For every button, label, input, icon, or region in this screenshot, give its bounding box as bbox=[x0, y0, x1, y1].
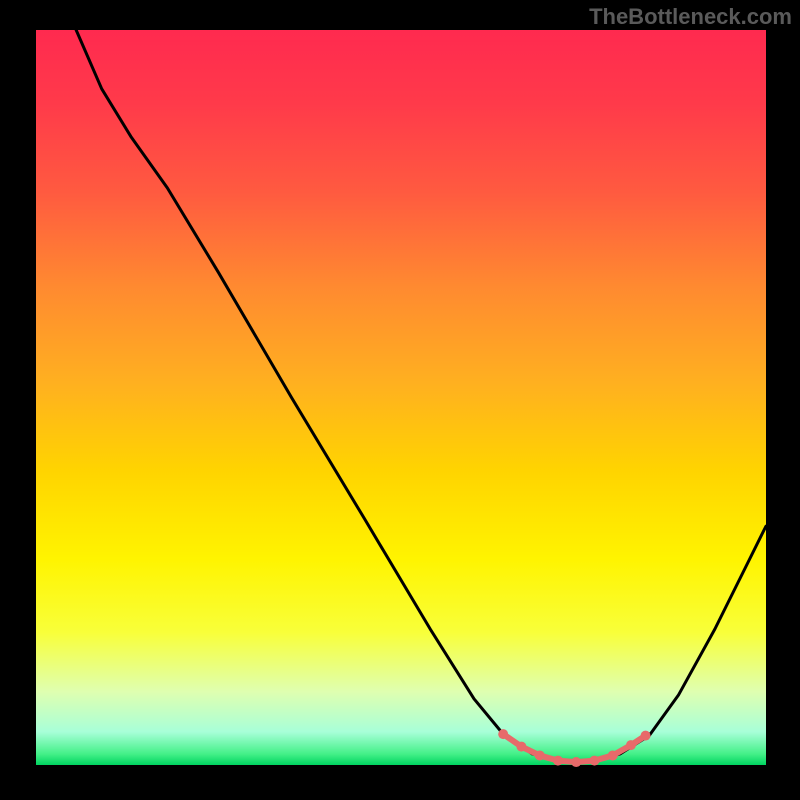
optimal-range-marker bbox=[589, 756, 599, 766]
optimal-range-marker bbox=[553, 756, 563, 766]
optimal-range-marker bbox=[641, 731, 651, 741]
optimal-range-marker bbox=[626, 740, 636, 750]
optimal-range-marker bbox=[571, 757, 581, 767]
optimal-range-marker bbox=[535, 750, 545, 760]
watermark-text: TheBottleneck.com bbox=[589, 4, 792, 30]
chart-svg bbox=[0, 0, 800, 800]
optimal-range-marker bbox=[516, 742, 526, 752]
optimal-range-marker bbox=[608, 750, 618, 760]
chart-area bbox=[0, 0, 800, 800]
optimal-range-marker bbox=[498, 729, 508, 739]
gradient-background bbox=[36, 30, 766, 765]
